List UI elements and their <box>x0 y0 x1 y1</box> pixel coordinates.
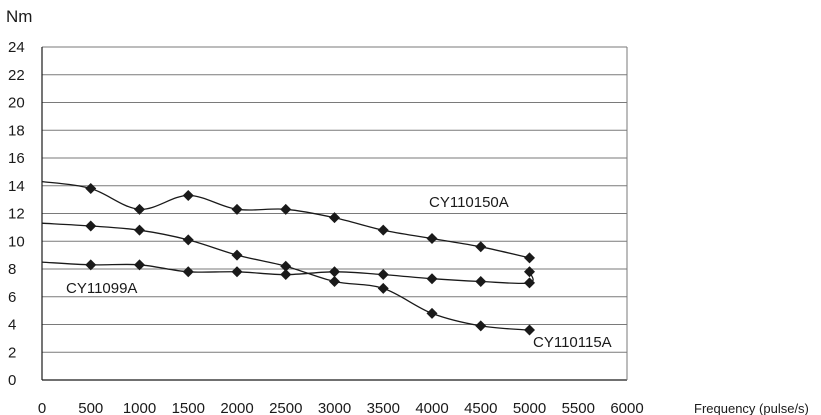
data-point-cy11099a <box>475 275 487 287</box>
data-point-cy110150a <box>85 183 97 195</box>
x-tick-label: 5500 <box>562 400 595 415</box>
series-label-cy11099a: CY11099A <box>66 280 137 297</box>
data-point-cy110115a <box>231 249 243 261</box>
data-point-cy110150a <box>426 232 438 244</box>
data-point-cy11099a <box>280 269 292 281</box>
y-tick-label: 0 <box>8 372 16 389</box>
data-point-cy110115a <box>134 224 145 236</box>
x-tick-label: 2500 <box>269 400 302 415</box>
y-tick-label: 20 <box>8 95 25 112</box>
data-point-cy110150a <box>377 224 389 236</box>
x-tick-label: 500 <box>78 400 103 415</box>
data-point-cy110115a <box>85 220 97 232</box>
data-point-cy110150a <box>280 203 292 215</box>
data-point-cy110115a <box>329 275 340 287</box>
x-tick-label: 1500 <box>172 400 205 415</box>
data-point-cy11099a <box>85 259 97 271</box>
data-point-cy110150a <box>134 203 145 215</box>
y-tick-label: 14 <box>8 178 25 195</box>
data-point-cy110150a <box>182 189 194 201</box>
data-point-cy11099a <box>524 266 535 278</box>
x-tick-label: 5000 <box>513 400 546 415</box>
data-point-cy11099a <box>182 266 194 278</box>
y-tick-label: 12 <box>8 206 25 223</box>
gridlines <box>42 46 627 353</box>
data-point-cy11099a <box>134 259 145 271</box>
data-point-cy110150a <box>524 252 535 264</box>
data-point-cy110115a <box>475 320 487 332</box>
data-point-cy110150a <box>231 203 243 215</box>
y-tick-label: 24 <box>8 39 25 56</box>
x-tick-label: 3500 <box>367 400 400 415</box>
y-tick-label: 18 <box>8 122 25 139</box>
data-point-cy11099a <box>377 269 389 281</box>
data-point-cy110115a <box>182 234 194 246</box>
data-point-cy110115a <box>280 260 292 272</box>
data-point-cy110150a <box>475 241 487 253</box>
data-point-cy11099a <box>329 266 340 278</box>
x-axis-label: Frequency (pulse/s) <box>694 401 809 415</box>
data-point-cy110115a <box>524 324 535 336</box>
y-axis-unit-label: Nm <box>6 7 32 26</box>
y-tick-label: 2 <box>8 344 16 361</box>
data-point-cy110115a <box>426 307 438 319</box>
x-tick-label: 1000 <box>123 400 156 415</box>
x-tick-label: 4500 <box>464 400 497 415</box>
x-tick-label: 0 <box>38 400 46 415</box>
data-point-cy11099a <box>426 273 438 285</box>
series-label-cy110150a: CY110150A <box>429 194 509 211</box>
x-tick-label: 2000 <box>220 400 253 415</box>
axes <box>41 47 628 381</box>
x-tick-label: 4000 <box>415 400 448 415</box>
y-tick-label: 4 <box>8 317 16 334</box>
x-tick-labels: 0 500 1000 1500 2000 2500 3000 3500 4000 4500 5000… <box>38 400 644 415</box>
y-tick-label: 6 <box>8 289 16 306</box>
series-label-cy110115a: CY110115A <box>533 334 612 351</box>
data-point-cy110115a <box>377 282 389 294</box>
x-tick-label: 6000 <box>610 400 643 415</box>
x-tick-label: 3000 <box>318 400 351 415</box>
y-tick-label: 22 <box>8 67 25 84</box>
y-tick-label: 8 <box>8 261 16 278</box>
y-tick-label: 16 <box>8 150 25 167</box>
data-point-cy11099a <box>524 277 535 289</box>
data-point-cy110150a <box>329 212 340 224</box>
y-tick-label: 10 <box>8 233 25 250</box>
data-point-cy11099a <box>231 266 243 278</box>
series-markers <box>85 183 535 336</box>
